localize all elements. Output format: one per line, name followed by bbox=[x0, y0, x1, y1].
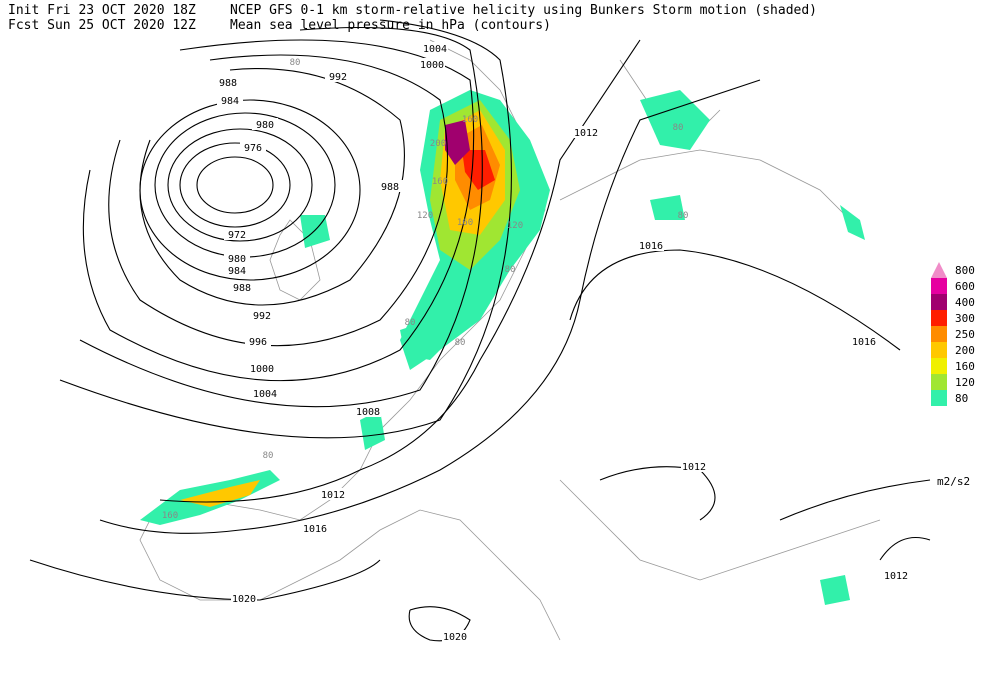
contour-label: 980 bbox=[256, 120, 274, 131]
contour-label: 1012 bbox=[884, 571, 908, 582]
contour-label: 972 bbox=[228, 230, 246, 241]
contour-label-bg bbox=[573, 126, 599, 138]
shading-label: 80 bbox=[678, 211, 689, 221]
contour-label-bg bbox=[883, 569, 909, 581]
contour-label: 988 bbox=[219, 78, 237, 89]
contour-label: 1004 bbox=[253, 389, 277, 400]
shading-label: 160 bbox=[432, 177, 448, 187]
legend-swatch bbox=[931, 326, 947, 342]
contour-label: 996 bbox=[249, 337, 267, 348]
legend-label: 200 bbox=[955, 344, 975, 357]
contour-label-bg bbox=[249, 362, 275, 374]
contour-label-bg bbox=[419, 58, 445, 70]
contour-label: 980 bbox=[228, 254, 246, 265]
contour-label: 1016 bbox=[303, 524, 327, 535]
legend-label: 120 bbox=[955, 376, 975, 389]
contour-label-bg bbox=[377, 180, 403, 192]
contour-label-bg bbox=[302, 522, 328, 534]
shading-label: 80 bbox=[673, 123, 684, 133]
legend: 800 600 400 300 250 200 160 120 80 bbox=[931, 262, 975, 406]
legend-label: 160 bbox=[955, 360, 975, 373]
contour-label-bg bbox=[240, 141, 266, 153]
legend-swatch bbox=[931, 262, 947, 278]
contour-label: 992 bbox=[253, 311, 271, 322]
contour-label: 988 bbox=[233, 283, 251, 294]
contour-label-bg bbox=[229, 281, 255, 293]
legend-unit: m2/s2 bbox=[937, 475, 970, 488]
contour-label: 1012 bbox=[321, 490, 345, 501]
contour-label-bg bbox=[325, 70, 351, 82]
shading-label: 80 bbox=[290, 58, 301, 68]
contour-label: 976 bbox=[244, 143, 262, 154]
contour-label: 1020 bbox=[232, 594, 256, 605]
contour-label-bg bbox=[355, 405, 381, 417]
contour-label-bg bbox=[215, 76, 241, 88]
legend-swatch bbox=[931, 310, 947, 326]
legend-swatch bbox=[931, 374, 947, 390]
legend-label: 300 bbox=[955, 312, 975, 325]
legend-label: 250 bbox=[955, 328, 975, 341]
isobars bbox=[29, 19, 931, 642]
contour-label-bg bbox=[252, 387, 278, 399]
contour-label: 1004 bbox=[423, 44, 447, 55]
contour-label-bg bbox=[442, 630, 468, 642]
shading-label: 120 bbox=[507, 221, 523, 231]
forecast-time: Fcst Sun 25 OCT 2020 12Z bbox=[8, 18, 196, 33]
contour-label-bg bbox=[224, 252, 250, 264]
contour-label-bg bbox=[224, 264, 250, 276]
contour-label: 1012 bbox=[682, 462, 706, 473]
shading-label: 160 bbox=[162, 511, 178, 521]
contour-label-bg bbox=[681, 460, 707, 472]
contour-label-bg bbox=[217, 94, 243, 106]
legend-label: 600 bbox=[955, 280, 975, 293]
contour-label: 984 bbox=[221, 96, 239, 107]
contour-label-bg bbox=[249, 309, 275, 321]
shading-label: 80 bbox=[505, 265, 516, 275]
contour-label: 1020 bbox=[443, 632, 467, 643]
shading-labels: 160 80 80 160 200 160 120 80 80 80 120 160 80 80 bbox=[162, 58, 689, 521]
legend-swatch bbox=[931, 390, 947, 406]
legend-label: 400 bbox=[955, 296, 975, 309]
init-time: Init Fri 23 OCT 2020 18Z bbox=[8, 3, 196, 18]
contour-label: 988 bbox=[381, 182, 399, 193]
contour-label-bg bbox=[252, 118, 278, 130]
shading-label: 80 bbox=[263, 451, 274, 461]
contour-label: 1008 bbox=[356, 407, 380, 418]
shading-label: 80 bbox=[405, 318, 416, 328]
legend-swatch bbox=[931, 278, 947, 294]
legend-label: 80 bbox=[955, 392, 968, 405]
legend-swatch bbox=[931, 294, 947, 310]
shading-label: 200 bbox=[430, 139, 446, 149]
shading-label: 120 bbox=[417, 211, 433, 221]
contour-label-bg bbox=[638, 239, 664, 251]
contour-label-bg bbox=[851, 335, 877, 347]
contour-label-bg bbox=[224, 228, 250, 240]
map-subtitle: Mean sea level pressure in hPa (contours… bbox=[230, 18, 551, 33]
legend-swatch bbox=[931, 358, 947, 374]
contour-label: 1012 bbox=[574, 128, 598, 139]
shading-label: 160 bbox=[462, 115, 478, 125]
contour-label-bg bbox=[320, 488, 346, 500]
contour-label: 992 bbox=[329, 72, 347, 83]
contour-label: 1000 bbox=[420, 60, 444, 71]
contour-label-bg bbox=[231, 592, 257, 604]
map-title: NCEP GFS 0-1 km storm-relative helicity … bbox=[230, 3, 817, 18]
shading-label: 80 bbox=[455, 338, 466, 348]
contour-label-bg bbox=[422, 42, 448, 54]
legend-label: 800 bbox=[955, 264, 975, 277]
contour-label: 984 bbox=[228, 266, 246, 277]
contour-label: 1016 bbox=[639, 241, 663, 252]
contour-label: 1016 bbox=[852, 337, 876, 348]
contour-label: 1000 bbox=[250, 364, 274, 375]
shading-label: 160 bbox=[457, 218, 473, 228]
legend-swatch bbox=[931, 342, 947, 358]
contour-label-bg bbox=[245, 335, 271, 347]
contour-labels: 1004100099298898498097697298098498899299… bbox=[215, 42, 909, 643]
